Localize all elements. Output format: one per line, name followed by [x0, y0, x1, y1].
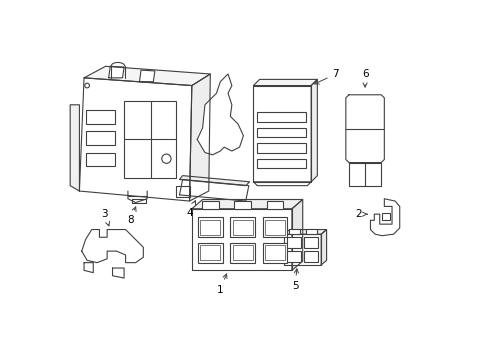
- Polygon shape: [284, 230, 327, 234]
- Polygon shape: [346, 95, 384, 163]
- Text: 4: 4: [186, 201, 196, 217]
- Bar: [202, 201, 219, 209]
- Polygon shape: [311, 80, 318, 182]
- Polygon shape: [176, 186, 190, 197]
- Polygon shape: [128, 191, 147, 203]
- Polygon shape: [197, 74, 244, 155]
- Polygon shape: [84, 66, 210, 86]
- Bar: [263, 243, 287, 263]
- Polygon shape: [284, 234, 321, 265]
- Bar: [257, 128, 306, 137]
- Bar: [200, 245, 220, 260]
- Bar: [257, 143, 306, 153]
- Bar: [86, 131, 115, 145]
- Bar: [257, 112, 306, 122]
- Bar: [306, 229, 317, 234]
- Bar: [265, 245, 285, 260]
- Bar: [304, 251, 318, 262]
- Polygon shape: [84, 263, 93, 273]
- Bar: [382, 213, 390, 220]
- Text: 1: 1: [217, 274, 227, 294]
- Bar: [265, 220, 285, 235]
- Bar: [124, 101, 176, 178]
- Bar: [267, 201, 283, 209]
- Text: 6: 6: [362, 69, 368, 87]
- Polygon shape: [192, 209, 292, 270]
- Polygon shape: [321, 230, 327, 265]
- Polygon shape: [292, 199, 303, 270]
- Bar: [198, 243, 222, 263]
- Bar: [287, 237, 301, 248]
- Bar: [230, 243, 255, 263]
- Polygon shape: [179, 180, 249, 201]
- Polygon shape: [253, 86, 311, 182]
- Polygon shape: [109, 66, 124, 78]
- Bar: [86, 153, 115, 166]
- Polygon shape: [253, 182, 311, 186]
- Bar: [289, 229, 299, 234]
- Polygon shape: [192, 199, 303, 209]
- Text: 3: 3: [101, 209, 110, 226]
- Polygon shape: [179, 176, 249, 186]
- Bar: [86, 110, 115, 124]
- Bar: [304, 237, 318, 248]
- Text: 2: 2: [355, 209, 367, 219]
- Polygon shape: [140, 70, 155, 82]
- Polygon shape: [79, 78, 192, 201]
- Text: 8: 8: [127, 207, 136, 225]
- Polygon shape: [253, 80, 318, 86]
- Polygon shape: [132, 199, 146, 203]
- Polygon shape: [370, 199, 400, 236]
- Bar: [287, 251, 301, 262]
- Text: 7: 7: [315, 69, 339, 84]
- Bar: [198, 217, 222, 237]
- Bar: [234, 201, 251, 209]
- Polygon shape: [113, 268, 124, 278]
- Bar: [233, 245, 253, 260]
- Polygon shape: [82, 230, 143, 263]
- Polygon shape: [349, 163, 381, 186]
- Polygon shape: [70, 105, 79, 191]
- Bar: [263, 217, 287, 237]
- Bar: [200, 220, 220, 235]
- Bar: [257, 159, 306, 168]
- Text: 5: 5: [292, 269, 298, 291]
- Bar: [230, 217, 255, 237]
- Bar: [233, 220, 253, 235]
- Polygon shape: [190, 74, 210, 201]
